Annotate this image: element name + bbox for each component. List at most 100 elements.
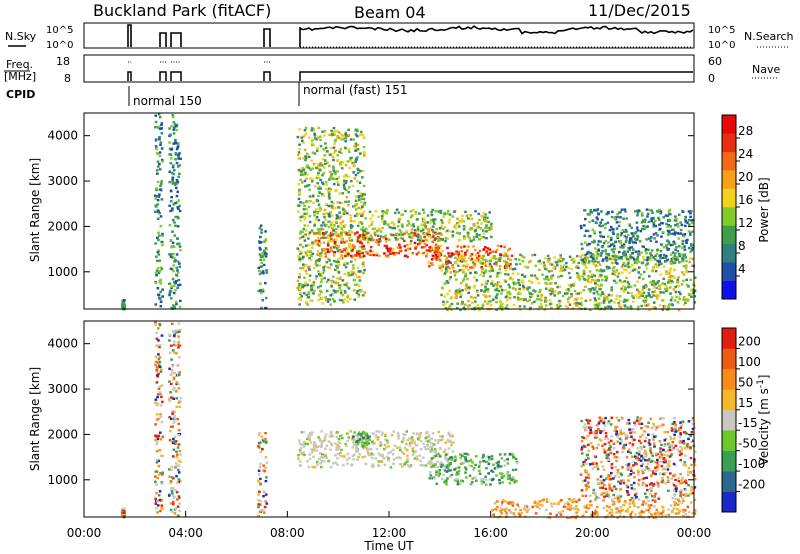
echo-cell: [170, 358, 173, 361]
echo-cell: [663, 431, 666, 434]
echo-cell: [502, 499, 505, 502]
echo-cell: [454, 227, 458, 230]
echo-cell: [642, 291, 646, 294]
echo-cell: [303, 218, 306, 221]
echo-cell: [302, 141, 305, 144]
echo-cell: [160, 127, 163, 130]
echo-cell: [316, 286, 320, 289]
echo-cell: [636, 235, 640, 238]
echo-cell: [669, 267, 672, 270]
echo-cell: [525, 505, 529, 508]
echo-cell: [686, 238, 689, 242]
echo-cell: [608, 476, 612, 479]
echo-cell: [169, 157, 173, 160]
echo-cell: [623, 208, 627, 211]
echo-cell: [330, 177, 334, 180]
echo-cell: [617, 255, 620, 258]
echo-cell: [470, 217, 474, 221]
echo-cell: [331, 435, 334, 438]
echo-cell: [615, 294, 619, 297]
echo-cell: [159, 188, 162, 191]
echo-cell: [633, 455, 637, 458]
echo-cell: [634, 492, 638, 496]
echo-cell: [389, 252, 392, 255]
echo-cell: [495, 264, 498, 267]
echo-cell: [519, 508, 522, 512]
echo-cell: [624, 443, 628, 447]
echo-cell: [171, 166, 175, 169]
echo-cell: [620, 280, 623, 284]
echo-cell: [262, 252, 266, 256]
echo-cell: [344, 140, 347, 143]
echo-cell: [484, 264, 488, 267]
echo-cell: [504, 288, 507, 292]
echo-cell: [687, 292, 691, 296]
echo-cell: [639, 273, 643, 276]
echo-cell: [304, 126, 308, 130]
echo-cell: [175, 147, 179, 151]
echo-cell: [154, 360, 158, 364]
echo-cell: [558, 303, 561, 306]
echo-cell: [336, 431, 339, 434]
echo-cell: [686, 446, 689, 449]
echo-cell: [495, 500, 499, 503]
echo-cell: [559, 513, 563, 516]
echo-cell: [613, 474, 617, 478]
echo-cell: [473, 284, 476, 287]
echo-cell: [157, 253, 161, 256]
echo-cell: [311, 167, 314, 170]
echo-cell: [363, 455, 367, 458]
echo-cell: [437, 250, 441, 254]
echo-cell: [347, 200, 350, 203]
echo-cell: [260, 306, 263, 310]
echo-cell: [160, 198, 164, 201]
echo-cell: [384, 438, 387, 441]
echo-cell: [675, 217, 678, 221]
echo-cell: [607, 298, 610, 302]
echo-cell: [315, 216, 319, 219]
echo-cell: [632, 241, 635, 244]
echo-cell: [378, 227, 381, 230]
echo-cell: [490, 469, 493, 472]
echo-cell: [633, 261, 637, 264]
echo-cell: [331, 165, 335, 168]
echo-cell: [298, 258, 301, 261]
echo-cell: [677, 276, 680, 279]
echo-cell: [337, 183, 340, 186]
echo-cell: [361, 440, 364, 443]
echo-cell: [477, 255, 481, 258]
echo-cell: [261, 252, 264, 255]
echo-cell: [323, 162, 327, 166]
echo-cell: [681, 209, 684, 213]
echo-cell: [498, 453, 502, 456]
echo-cell: [400, 440, 404, 443]
echo-cell: [670, 279, 673, 283]
echo-cell: [473, 259, 476, 262]
echo-cell: [681, 271, 684, 274]
echo-cell: [530, 280, 534, 284]
echo-cell: [599, 240, 602, 243]
echo-cell: [415, 432, 419, 436]
echo-cell: [158, 391, 162, 394]
echo-cell: [338, 298, 342, 302]
echo-cell: [310, 230, 314, 233]
echo-cell: [434, 237, 437, 241]
echo-cell: [313, 152, 317, 155]
echo-cell: [518, 290, 521, 294]
echo-cell: [629, 466, 633, 469]
echo-cell: [500, 287, 503, 290]
echo-cell: [594, 298, 597, 302]
echo-cell: [615, 511, 618, 514]
echo-cell: [461, 300, 464, 304]
echo-cell: [425, 244, 428, 247]
echo-cell: [154, 138, 158, 141]
echo-cell: [649, 258, 653, 261]
echo-cell: [362, 193, 365, 196]
echo-cell: [673, 433, 676, 436]
echo-cell: [355, 448, 359, 451]
echo-cell: [668, 269, 672, 273]
echo-cell: [297, 151, 301, 154]
echo-cell: [361, 196, 365, 199]
echo-cell: [640, 304, 643, 308]
beam-label: Beam 04: [354, 3, 426, 22]
